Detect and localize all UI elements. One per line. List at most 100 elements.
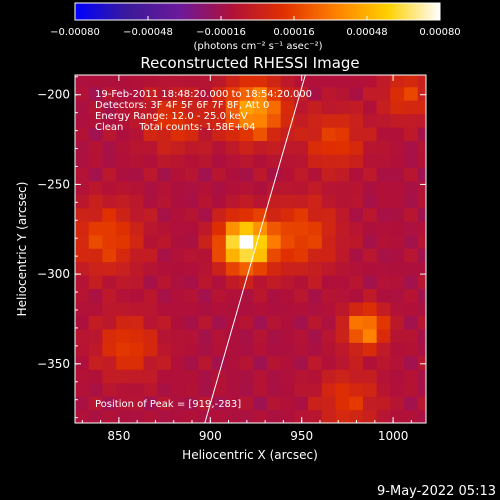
heatmap-cell [362, 409, 378, 423]
heatmap-cell [376, 194, 391, 209]
heatmap-cell [266, 261, 282, 276]
heatmap-cell [266, 382, 282, 397]
heatmap-cell [308, 234, 323, 249]
heatmap-cell [88, 75, 104, 88]
heatmap-cell [404, 75, 419, 88]
heatmap-cell [184, 194, 199, 209]
heatmap-cell [253, 140, 268, 155]
heatmap-cell [116, 355, 131, 370]
heatmap-cell [362, 207, 378, 222]
heatmap-cell [88, 261, 104, 276]
heatmap-cell [308, 315, 323, 330]
heatmap-cell [321, 288, 337, 303]
heatmap-cell [362, 86, 378, 101]
heatmap-cell [253, 167, 268, 182]
heatmap-cell [239, 194, 254, 209]
heatmap-cell [198, 275, 213, 290]
heatmap-cell [212, 248, 227, 263]
heatmap-cell [349, 315, 364, 330]
heatmap-cell [129, 180, 145, 195]
heatmap-cell [75, 288, 90, 303]
heatmap-cell [280, 261, 295, 276]
heatmap-cell [321, 167, 337, 182]
heatmap-cell [239, 301, 254, 316]
heatmap-cell [198, 194, 213, 209]
heatmap-cell [212, 75, 227, 88]
heatmap-cell [102, 328, 117, 343]
heatmap-cell [143, 86, 158, 101]
heatmap-cell [75, 369, 90, 384]
heatmap-cell [212, 221, 227, 236]
heatmap-cell [116, 369, 131, 384]
heatmap-cell [225, 355, 241, 370]
heatmap-cell [116, 248, 131, 263]
heatmap-cell [404, 167, 419, 182]
heatmap-cell [184, 409, 199, 423]
heatmap-cell [143, 261, 158, 276]
heatmap-cell [170, 140, 186, 155]
heatmap-cell [266, 355, 282, 370]
heatmap-cell [404, 194, 419, 209]
heatmap-cell [404, 86, 419, 101]
heatmap-cell [362, 194, 378, 209]
heatmap-cell [335, 167, 350, 182]
heatmap-cell [321, 369, 337, 384]
heatmap-cell [170, 75, 186, 88]
heatmap-cell [239, 342, 254, 357]
heatmap-cell [170, 221, 186, 236]
heatmap-cell [362, 301, 378, 316]
heatmap-cell [253, 100, 268, 115]
heatmap-cell [170, 409, 186, 423]
x-tick-label: 850 [107, 429, 130, 443]
heatmap-cell [266, 180, 282, 195]
heatmap-cell [390, 86, 405, 101]
heatmap-cell [212, 342, 227, 357]
heatmap-cell [376, 140, 391, 155]
heatmap-cell [390, 153, 405, 168]
heatmap-cell [129, 127, 145, 142]
y-axis-label: Heliocentric Y (arcsec) [15, 182, 29, 317]
heatmap-cell [102, 288, 117, 303]
heatmap-cell [253, 355, 268, 370]
heatmap-cell [239, 369, 254, 384]
heatmap-cell [225, 288, 241, 303]
heatmap-cell [349, 221, 364, 236]
heatmap-cell [349, 140, 364, 155]
heatmap-cell [308, 409, 323, 423]
heatmap-cell [184, 180, 199, 195]
heatmap-cell [129, 342, 145, 357]
heatmap-cell [225, 113, 241, 128]
chart-title: Reconstructed RHESSI Image [140, 54, 359, 72]
heatmap-cell [102, 127, 117, 142]
heatmap-cell [417, 234, 426, 249]
heatmap-cell [239, 355, 254, 370]
heatmap-cell [294, 261, 309, 276]
heatmap-cell [129, 113, 145, 128]
heatmap-cell [170, 342, 186, 357]
heatmap-cell [417, 221, 426, 236]
heatmap-cell [253, 248, 268, 263]
heatmap-cell [266, 288, 282, 303]
heatmap-cell [280, 275, 295, 290]
heatmap-cell [253, 153, 268, 168]
heatmap-cell [129, 261, 145, 276]
heatmap-cell [129, 194, 145, 209]
heatmap-cell [143, 342, 158, 357]
heatmap-cell [198, 261, 213, 276]
heatmap-cell [143, 153, 158, 168]
heatmap-cell [75, 382, 90, 397]
heatmap-cell [239, 75, 254, 88]
heatmap-cell [157, 167, 172, 182]
heatmap-cell [157, 127, 172, 142]
heatmap-cell [280, 113, 295, 128]
heatmap-cell [417, 153, 426, 168]
heatmap-cell [212, 355, 227, 370]
heatmap-cell [417, 113, 426, 128]
heatmap-cell [280, 221, 295, 236]
heatmap-cell [376, 275, 391, 290]
heatmap-cell [116, 328, 131, 343]
heatmap-cell [349, 234, 364, 249]
heatmap-cell [239, 86, 254, 101]
heatmap-cell [75, 275, 90, 290]
heatmap-cell [376, 261, 391, 276]
